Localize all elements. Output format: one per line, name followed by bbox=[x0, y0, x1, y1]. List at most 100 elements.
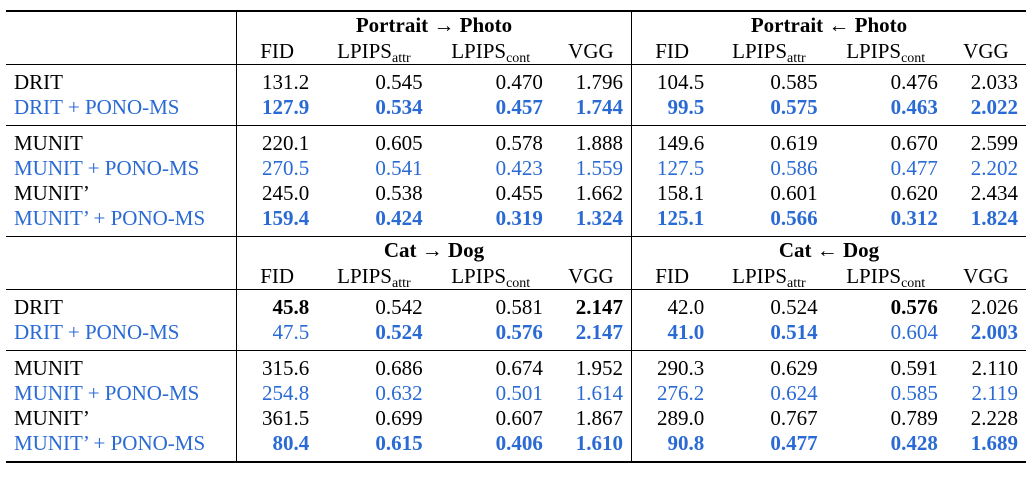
metric-name: LPIPS bbox=[732, 263, 788, 288]
table-cell: 2.022 bbox=[970, 95, 1018, 119]
metric-header: VGG bbox=[946, 38, 1026, 65]
table-cell: 0.578 bbox=[430, 125, 551, 156]
metric-header-row: FID LPIPSattr LPIPScont VGG FID LPIPSattr LPIP… bbox=[6, 38, 1026, 65]
table-cell: 0.620 bbox=[890, 181, 938, 205]
metric-header: LPIPSattr bbox=[317, 263, 430, 291]
metric-header: FID bbox=[631, 38, 713, 65]
metric-header: FID bbox=[631, 263, 713, 290]
metric-header: LPIPScont bbox=[431, 263, 551, 291]
metric-header: LPIPScont bbox=[826, 38, 946, 66]
results-table: Portrait → Photo Portrait ← Photo FID LPIPS… bbox=[6, 10, 1026, 463]
table-cell: 0.501 bbox=[495, 381, 543, 405]
method-name: MUNIT’ + PONO-MS bbox=[6, 431, 237, 463]
table-cell: 2.119 bbox=[971, 381, 1018, 405]
metric-name: VGG bbox=[568, 38, 614, 63]
group-header-right: Portrait ← Photo bbox=[631, 10, 1026, 38]
group-header-left: Portrait → Photo bbox=[235, 10, 632, 38]
table-cell: 220.1 bbox=[236, 125, 318, 156]
metric-header: LPIPScont bbox=[431, 38, 551, 66]
table-cell: 0.541 bbox=[375, 156, 423, 180]
metric-header: FID bbox=[236, 263, 318, 290]
metric-subscript: attr bbox=[787, 50, 806, 66]
table-cell: 0.607 bbox=[495, 406, 543, 430]
table-cell: 2.147 bbox=[550, 289, 632, 320]
table-cell: 1.744 bbox=[575, 95, 624, 119]
table-cell: 1.614 bbox=[575, 381, 624, 405]
table-cell: 1.888 bbox=[550, 125, 632, 156]
table-cell: 0.524 bbox=[375, 320, 423, 344]
metric-header: LPIPSattr bbox=[712, 263, 825, 291]
table-cell: 289.0 bbox=[631, 406, 713, 431]
table-cell: 0.581 bbox=[430, 289, 551, 320]
table-cell: 2.026 bbox=[945, 289, 1026, 320]
table-cell: 1.952 bbox=[550, 350, 632, 381]
table-cell: 0.455 bbox=[495, 181, 543, 205]
table-row: DRIT 131.2 0.545 0.470 1.796 104.5 0.585 0.476 2… bbox=[6, 64, 1026, 95]
header-empty-cell bbox=[6, 263, 237, 290]
method-name: MUNIT’ + PONO-MS bbox=[14, 206, 206, 230]
table-cell: 0.585 bbox=[712, 64, 826, 95]
metric-header: LPIPSattr bbox=[317, 38, 430, 66]
table-cell: 0.575 bbox=[770, 95, 818, 119]
table-cell: 1.796 bbox=[550, 64, 632, 95]
table-cell: 0.406 bbox=[430, 431, 551, 463]
metric-header-row: FID LPIPSattr LPIPScont VGG FID LPIPSattr LPIP… bbox=[6, 263, 1026, 290]
table-cell: 0.457 bbox=[495, 95, 543, 119]
table-cell: 0.319 bbox=[495, 206, 543, 230]
method-name: DRIT + PONO-MS bbox=[14, 320, 180, 344]
group-header-right: Cat ← Dog bbox=[631, 236, 1026, 263]
table-cell: 0.674 bbox=[430, 350, 551, 381]
table-cell: 0.534 bbox=[375, 95, 423, 119]
table-cell: 159.4 bbox=[236, 206, 318, 237]
table-cell: 2.228 bbox=[970, 406, 1018, 430]
table-cell: 0.601 bbox=[770, 181, 818, 205]
table-cell: 2.599 bbox=[945, 125, 1026, 156]
method-name: MUNIT bbox=[6, 350, 237, 381]
table-cell: 1.559 bbox=[575, 156, 624, 180]
table-cell: 245.0 bbox=[236, 181, 318, 206]
metric-header: LPIPScont bbox=[826, 263, 946, 291]
metric-name: FID bbox=[260, 263, 295, 288]
table-row: DRIT + PONO-MS 127.9 0.534 0.457 1.744 99.5 0.… bbox=[6, 95, 1026, 126]
method-name: MUNIT + PONO-MS bbox=[14, 381, 200, 405]
metric-header: VGG bbox=[946, 263, 1026, 290]
table-cell: 0.699 bbox=[375, 406, 423, 430]
table-cell: 0.686 bbox=[317, 350, 431, 381]
method-name: MUNIT + PONO-MS bbox=[14, 156, 200, 180]
table-cell: 0.423 bbox=[495, 156, 543, 180]
table-cell: 0.629 bbox=[712, 350, 826, 381]
header-empty-cell bbox=[6, 10, 237, 38]
table-cell: 1.867 bbox=[575, 406, 624, 430]
table-cell: 0.542 bbox=[317, 289, 431, 320]
table-cell: 127.9 bbox=[236, 95, 318, 126]
table-cell: 90.8 bbox=[631, 431, 713, 463]
metric-name: LPIPS bbox=[451, 263, 507, 288]
table-row: MUNIT + PONO-MS 270.5 0.541 0.423 1.559 127.5… bbox=[6, 156, 1026, 181]
table-cell: 0.789 bbox=[890, 406, 938, 430]
table-cell: 149.6 bbox=[631, 125, 713, 156]
metric-name: LPIPS bbox=[337, 263, 392, 288]
table-cell: 45.8 bbox=[236, 289, 318, 320]
table-cell: 0.586 bbox=[770, 156, 818, 180]
header-empty-cell bbox=[6, 236, 237, 263]
table-cell: 131.2 bbox=[236, 64, 318, 95]
method-name: DRIT bbox=[6, 289, 237, 320]
method-name: MUNIT’ bbox=[14, 181, 90, 205]
table-row: MUNIT 220.1 0.605 0.578 1.888 149.6 0.619 0.670… bbox=[6, 125, 1026, 156]
table-cell: 47.5 bbox=[236, 320, 318, 351]
metric-name: LPIPS bbox=[846, 38, 902, 63]
table-cell: 1.689 bbox=[945, 431, 1026, 463]
table-row: DRIT 45.8 0.542 0.581 2.147 42.0 0.524 0.576 2.0… bbox=[6, 289, 1026, 320]
table-row: MUNIT 315.6 0.686 0.674 1.952 290.3 0.629 0.591… bbox=[6, 350, 1026, 381]
table-cell: 1.324 bbox=[575, 206, 624, 230]
metric-subscript: attr bbox=[391, 50, 411, 66]
metric-subscript: cont bbox=[506, 275, 531, 291]
metric-name: VGG bbox=[568, 263, 614, 288]
table-cell: 0.670 bbox=[825, 125, 946, 156]
table-cell: 315.6 bbox=[236, 350, 318, 381]
table-row: MUNIT’ 361.5 0.699 0.607 1.867 289.0 0.767 0.78… bbox=[6, 406, 1026, 431]
table-cell: 0.605 bbox=[317, 125, 431, 156]
table-cell: 0.566 bbox=[770, 206, 818, 230]
table-cell: 276.2 bbox=[631, 381, 713, 406]
table-cell: 2.434 bbox=[970, 181, 1018, 205]
